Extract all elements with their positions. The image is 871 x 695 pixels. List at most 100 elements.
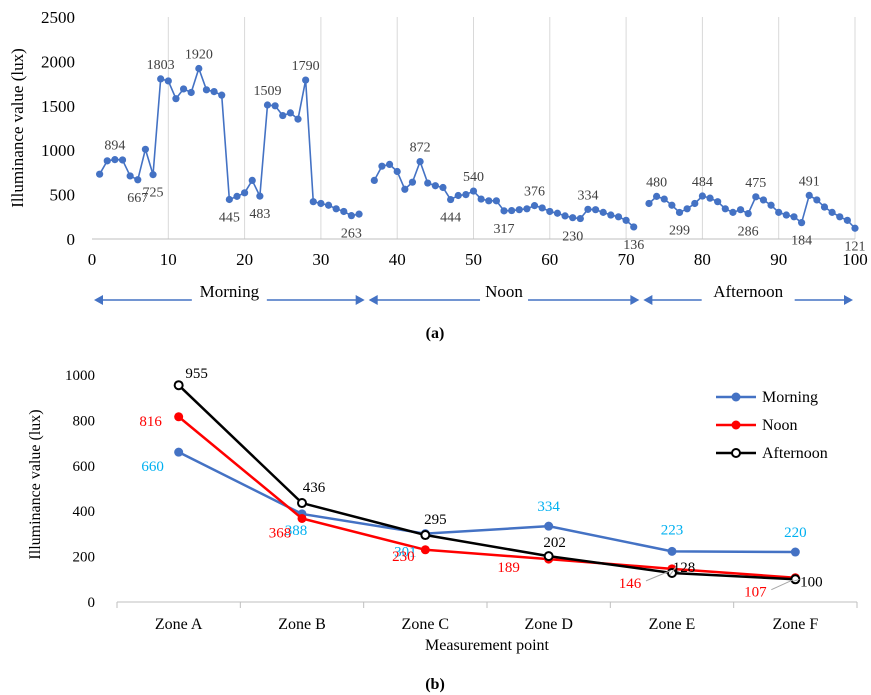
- b-x-tick-label: Zone B: [278, 616, 326, 633]
- b-data-label: 816: [139, 414, 162, 430]
- b-y-tick-label: 1000: [65, 368, 95, 384]
- b-data-label: 295: [424, 512, 447, 528]
- a-data-label: 1920: [185, 48, 213, 63]
- b-data-label: 334: [537, 499, 560, 515]
- a-x-tick-label: 100: [842, 250, 868, 269]
- a-data-point: [141, 145, 150, 153]
- a-period-label-bg: [480, 288, 529, 308]
- b-data-label: 388: [285, 523, 308, 539]
- b-data-label: 146: [619, 576, 642, 592]
- a-data-point: [294, 115, 302, 123]
- a-data-label: 121: [845, 239, 866, 254]
- b-series-line-morning: [178, 451, 796, 554]
- b-data-label: 230: [392, 549, 415, 565]
- a-data-label: 1509: [253, 84, 281, 99]
- a-data-point: [332, 205, 340, 213]
- a-data-point: [210, 87, 218, 96]
- a-data-point: [340, 207, 348, 216]
- a-data-point: [96, 170, 104, 178]
- a-data-point: [691, 199, 699, 208]
- a-data-point: [736, 206, 745, 214]
- a-period-arrowhead: [94, 295, 103, 305]
- a-y-axis-title: Illuminance value (lux): [8, 48, 27, 208]
- a-x-tick-label: 10: [160, 250, 177, 269]
- a-x-tick-label: 70: [618, 250, 635, 269]
- a-data-point: [729, 208, 737, 216]
- b-x-tick-label: Zone F: [772, 616, 818, 633]
- a-data-label: 872: [410, 141, 431, 156]
- a-data-point: [202, 86, 211, 94]
- a-data-point: [576, 214, 584, 223]
- b-data-label: 100: [800, 574, 823, 590]
- a-data-point: [546, 207, 554, 216]
- a-period-arrowhead: [368, 295, 378, 305]
- a-data-point: [591, 206, 600, 214]
- a-data-point: [775, 208, 783, 216]
- a-data-point: [668, 201, 676, 209]
- b-data-point: [790, 547, 800, 557]
- a-data-label: 334: [577, 188, 598, 203]
- a-data-point: [614, 213, 623, 221]
- a-period-arrowhead: [643, 295, 653, 305]
- a-data-point: [347, 212, 356, 220]
- a-data-point: [393, 167, 401, 176]
- a-data-label: 1790: [292, 59, 320, 74]
- a-data-point: [118, 156, 127, 164]
- a-data-label: 445: [219, 210, 240, 225]
- a-x-tick-label: 30: [312, 250, 329, 269]
- a-period-arrowhead: [630, 295, 640, 305]
- a-data-label: 184: [791, 234, 812, 249]
- a-data-point: [195, 64, 203, 73]
- a-data-label: 475: [745, 176, 766, 191]
- a-x-tick-label: 60: [541, 250, 558, 269]
- a-data-point: [599, 208, 607, 216]
- a-y-tick-label: 500: [50, 186, 76, 205]
- a-data-point: [370, 176, 378, 184]
- a-data-point: [279, 111, 287, 120]
- b-x-tick-label: Zone D: [524, 616, 572, 633]
- a-data-point: [225, 195, 233, 204]
- a-data-point: [233, 192, 241, 200]
- a-data-point: [515, 206, 523, 214]
- a-data-point: [698, 192, 707, 200]
- a-data-point: [492, 197, 500, 205]
- a-y-tick-label: 1500: [41, 97, 75, 116]
- b-data-label: 368: [269, 525, 292, 541]
- a-data-point: [561, 212, 569, 220]
- a-data-point: [187, 88, 195, 97]
- a-data-point: [401, 185, 409, 193]
- a-data-point: [164, 77, 172, 85]
- b-x-axis-title: Measurement point: [425, 637, 550, 654]
- a-data-point: [324, 201, 333, 209]
- a-data-point: [721, 205, 729, 213]
- a-data-point: [469, 187, 478, 195]
- a-data-point: [828, 208, 836, 216]
- b-panel-caption: (b): [425, 676, 445, 693]
- a-x-tick-label: 20: [236, 250, 253, 269]
- b-y-tick-label: 600: [73, 459, 96, 475]
- b-legend-marker: [731, 392, 741, 402]
- a-data-point: [523, 205, 531, 213]
- a-data-point: [477, 195, 485, 203]
- a-data-point: [172, 95, 180, 103]
- b-y-tick-label: 200: [73, 550, 96, 566]
- a-data-point: [263, 101, 272, 109]
- b-data-point: [297, 513, 307, 523]
- a-data-point: [752, 193, 760, 201]
- a-data-point: [675, 208, 684, 217]
- a-data-label: 299: [669, 223, 690, 238]
- b-data-label: 301: [394, 545, 417, 561]
- a-data-point: [454, 191, 462, 200]
- a-data-point: [103, 157, 111, 165]
- a-data-point: [820, 203, 829, 211]
- a-y-tick-label: 2500: [41, 8, 75, 27]
- a-data-point: [630, 223, 638, 231]
- a-data-point: [797, 219, 806, 227]
- a-data-point: [645, 199, 653, 208]
- b-data-point: [173, 380, 184, 391]
- b-data-label: 202: [543, 535, 566, 551]
- b-y-tick-label: 0: [88, 595, 96, 611]
- b-data-label: 955: [185, 366, 208, 382]
- b-data-point: [543, 551, 554, 562]
- a-data-point: [157, 75, 165, 83]
